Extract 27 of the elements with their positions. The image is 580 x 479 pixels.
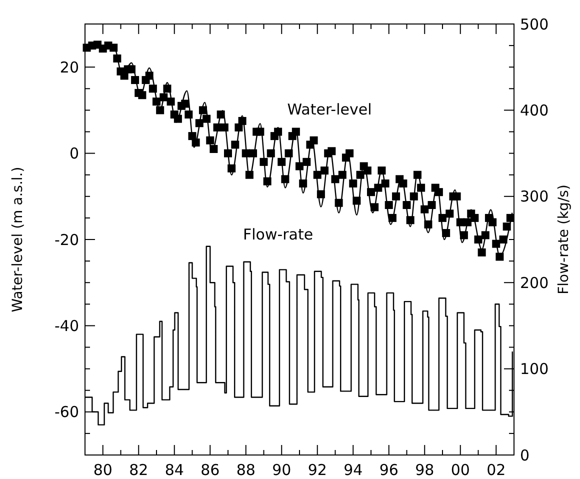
x-tick-label: 86 xyxy=(200,461,220,479)
y2-tick-label: 500 xyxy=(520,15,549,34)
x-tick-label: 82 xyxy=(129,461,148,479)
y2-tick-label: 0 xyxy=(520,446,530,464)
y-tick-label: -40 xyxy=(54,316,79,335)
y-tick-label: 0 xyxy=(69,144,79,163)
x-tick-label: 02 xyxy=(486,461,506,479)
y2-tick-label: 200 xyxy=(520,274,549,292)
x-tick-label: 80 xyxy=(93,461,112,479)
x-tick-label: 88 xyxy=(236,461,256,479)
y2-tick-label: 400 xyxy=(520,101,549,120)
x-tick-label: 90 xyxy=(272,461,292,479)
y-tick-label: 20 xyxy=(60,58,79,76)
x-tick-label: 92 xyxy=(308,461,327,479)
x-tick-label: 96 xyxy=(379,461,398,479)
x-tick-label: 94 xyxy=(344,461,363,479)
annotation: Water-level xyxy=(287,100,372,119)
x-tick-label: 00 xyxy=(450,461,470,479)
annotation: Flow-rate xyxy=(242,226,314,244)
y2-tick-label: 300 xyxy=(520,188,549,206)
y2-tick-label: 100 xyxy=(520,360,549,378)
y-axis-title: Water-level (m a.s.l.) xyxy=(10,166,26,312)
y-tick-label: -20 xyxy=(54,230,79,249)
y2-axis-title: Flow-rate (kg/s) xyxy=(556,184,572,294)
x-tick-label: 98 xyxy=(415,461,434,479)
y-tick-label: -60 xyxy=(54,403,79,422)
x-tick-label: 84 xyxy=(164,461,184,479)
